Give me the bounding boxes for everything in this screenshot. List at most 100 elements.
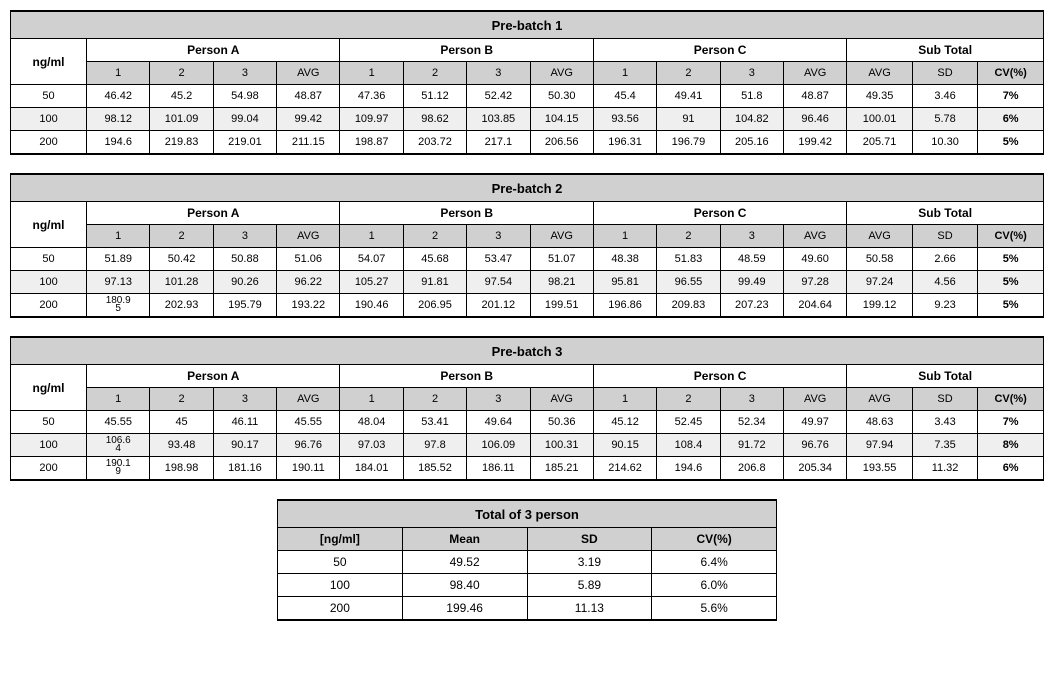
cell: 91 bbox=[657, 108, 720, 131]
cell: 99.49 bbox=[720, 271, 783, 294]
cell-sub: 6% bbox=[978, 457, 1044, 481]
subcol-total: CV(%) bbox=[978, 225, 1044, 248]
subcol: 2 bbox=[403, 225, 466, 248]
group-personA: Person A bbox=[87, 365, 340, 388]
summary-cell: 200 bbox=[278, 597, 403, 621]
cell: 106.09 bbox=[467, 434, 530, 457]
summary-cell: 6.0% bbox=[652, 574, 777, 597]
cell: 201.12 bbox=[467, 294, 530, 318]
cell: 209.83 bbox=[657, 294, 720, 318]
cell: 51.8 bbox=[720, 85, 783, 108]
summary-hdr-mean: Mean bbox=[402, 528, 527, 551]
cell: 185.52 bbox=[403, 457, 466, 481]
cell: 51.12 bbox=[403, 85, 466, 108]
subcol-total: SD bbox=[912, 388, 977, 411]
cell: 180.95 bbox=[87, 294, 150, 318]
cell: 103.85 bbox=[467, 108, 530, 131]
cell: 211.15 bbox=[277, 131, 340, 155]
cell: 205.34 bbox=[783, 457, 846, 481]
subcol: AVG bbox=[530, 225, 593, 248]
cell: 97.28 bbox=[783, 271, 846, 294]
cell: 46.11 bbox=[213, 411, 276, 434]
cell: 184.01 bbox=[340, 457, 403, 481]
cell: 199.42 bbox=[783, 131, 846, 155]
subcol: 3 bbox=[213, 62, 276, 85]
cell-sub: 97.94 bbox=[847, 434, 912, 457]
table-row: 10097.13101.2890.2696.22105.2791.8197.54… bbox=[11, 271, 1044, 294]
cell: 96.55 bbox=[657, 271, 720, 294]
group-personA: Person A bbox=[87, 39, 340, 62]
summary-row: 200199.4611.135.6% bbox=[278, 597, 777, 621]
subcol: AVG bbox=[783, 62, 846, 85]
cell: 104.82 bbox=[720, 108, 783, 131]
cell-sub: 3.43 bbox=[912, 411, 977, 434]
group-personB: Person B bbox=[340, 365, 593, 388]
cell: 199.51 bbox=[530, 294, 593, 318]
cell: 45.55 bbox=[277, 411, 340, 434]
cell: 45.68 bbox=[403, 248, 466, 271]
group-personB: Person B bbox=[340, 202, 593, 225]
table-row: 5051.8950.4250.8851.0654.0745.6853.4751.… bbox=[11, 248, 1044, 271]
cell-sub: 7% bbox=[978, 411, 1044, 434]
cell: 198.98 bbox=[150, 457, 213, 481]
subcol: AVG bbox=[277, 225, 340, 248]
summary-hdr-ngml: [ng/ml] bbox=[278, 528, 403, 551]
cell: 185.21 bbox=[530, 457, 593, 481]
cell: 93.48 bbox=[150, 434, 213, 457]
subcol: 2 bbox=[403, 388, 466, 411]
summary-cell: 50 bbox=[278, 551, 403, 574]
subcol: 1 bbox=[87, 62, 150, 85]
cell: 196.79 bbox=[657, 131, 720, 155]
cell: 203.72 bbox=[403, 131, 466, 155]
cell: 48.38 bbox=[593, 248, 656, 271]
cell: 97.8 bbox=[403, 434, 466, 457]
cell: 51.89 bbox=[87, 248, 150, 271]
cell-sub: 11.32 bbox=[912, 457, 977, 481]
cell-ngml: 50 bbox=[11, 85, 87, 108]
cell: 45.12 bbox=[593, 411, 656, 434]
group-personC: Person C bbox=[593, 202, 846, 225]
cell: 190.11 bbox=[277, 457, 340, 481]
cell: 99.04 bbox=[213, 108, 276, 131]
cell: 190.46 bbox=[340, 294, 403, 318]
subcol-total: SD bbox=[912, 62, 977, 85]
cell: 206.95 bbox=[403, 294, 466, 318]
col-ngml: ng/ml bbox=[11, 202, 87, 248]
summary-cell: 199.46 bbox=[402, 597, 527, 621]
cell: 186.11 bbox=[467, 457, 530, 481]
subcol: 1 bbox=[340, 62, 403, 85]
cell: 219.01 bbox=[213, 131, 276, 155]
subcol: 2 bbox=[150, 62, 213, 85]
cell: 49.60 bbox=[783, 248, 846, 271]
cell: 52.34 bbox=[720, 411, 783, 434]
cell: 52.45 bbox=[657, 411, 720, 434]
cell-ngml: 100 bbox=[11, 434, 87, 457]
cell: 50.42 bbox=[150, 248, 213, 271]
cell: 48.87 bbox=[277, 85, 340, 108]
cell-sub: 5% bbox=[978, 271, 1044, 294]
cell: 101.09 bbox=[150, 108, 213, 131]
cell-ngml: 100 bbox=[11, 271, 87, 294]
cell-sub: 49.35 bbox=[847, 85, 912, 108]
cell: 207.23 bbox=[720, 294, 783, 318]
col-ngml: ng/ml bbox=[11, 365, 87, 411]
summary-cell: 100 bbox=[278, 574, 403, 597]
cell-sub: 5% bbox=[978, 248, 1044, 271]
cell-sub: 5% bbox=[978, 294, 1044, 318]
cell: 48.59 bbox=[720, 248, 783, 271]
batch-title: Pre-batch 2 bbox=[11, 174, 1044, 202]
cell: 96.46 bbox=[783, 108, 846, 131]
table-row: 100106.6493.4890.1796.7697.0397.8106.091… bbox=[11, 434, 1044, 457]
cell: 95.81 bbox=[593, 271, 656, 294]
cell-sub: 10.30 bbox=[912, 131, 977, 155]
cell: 96.76 bbox=[783, 434, 846, 457]
cell: 97.54 bbox=[467, 271, 530, 294]
cell: 91.81 bbox=[403, 271, 466, 294]
cell-sub: 3.46 bbox=[912, 85, 977, 108]
col-ngml: ng/ml bbox=[11, 39, 87, 85]
subcol-total: AVG bbox=[847, 62, 912, 85]
cell-sub: 6% bbox=[978, 108, 1044, 131]
cell: 181.16 bbox=[213, 457, 276, 481]
table-row: 10098.12101.0999.0499.42109.9798.62103.8… bbox=[11, 108, 1044, 131]
subcol: 1 bbox=[87, 225, 150, 248]
